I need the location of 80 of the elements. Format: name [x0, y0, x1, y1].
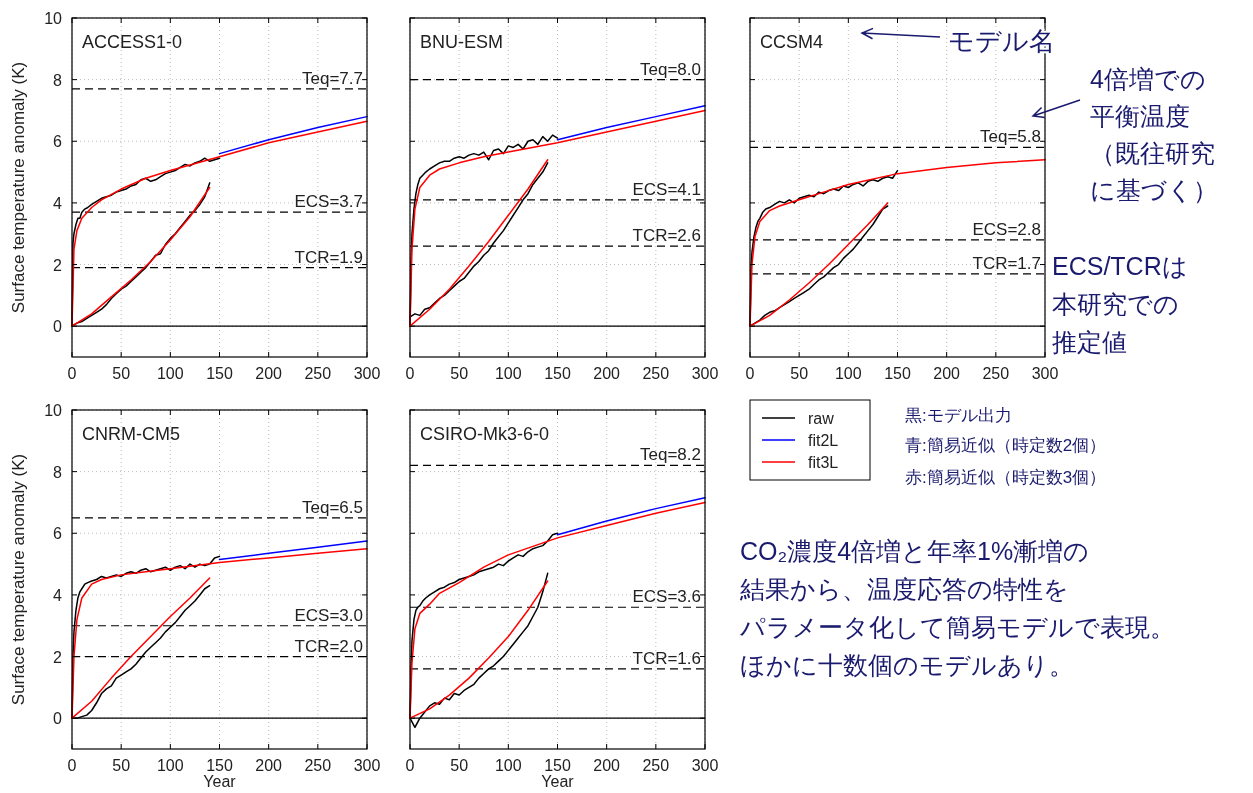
x-tick-label: 100	[494, 365, 522, 382]
y-tick-label: 4	[53, 586, 63, 604]
x-tick-label: 200	[255, 757, 283, 774]
ref-line-label: ECS=2.8	[972, 219, 1041, 239]
x-tick-label: 150	[544, 365, 571, 382]
x-tick-label: 0	[67, 757, 77, 774]
y-tick-label: 6	[53, 525, 63, 543]
ref-line-label: Teq=5.8	[980, 127, 1041, 147]
text: ECS/TCRは本研究での推定値	[1052, 252, 1188, 356]
x-tick-label: 300	[353, 365, 381, 382]
x-tick-label: 0	[67, 365, 77, 382]
x-tick-label: 200	[593, 365, 621, 382]
ref-line-label: Teq=7.7	[302, 68, 363, 88]
text: CO₂濃度4倍増と年率1%漸増の結果から、温度応答の特性をパラメータ化して簡易モデルで表現。ほかに十数個のモデルあり。	[739, 537, 1175, 679]
x-tick-label: 300	[1031, 365, 1059, 382]
x-tick-label: 50	[450, 757, 469, 774]
x-tick-label: 250	[304, 757, 332, 774]
x-tick-label: 300	[353, 757, 381, 774]
legend-label: fit2L	[808, 432, 839, 449]
text: CSIRO-Mk3-6-0	[420, 424, 550, 444]
x-tick-label: 250	[982, 365, 1010, 382]
ref-line-label: TCR=2.0	[294, 636, 363, 656]
text: BNU-ESM	[420, 32, 504, 52]
x-tick-label: 100	[156, 365, 184, 382]
x-tick-label: 300	[691, 757, 719, 774]
x-axis-title: Year	[203, 773, 237, 790]
ref-line-label: ECS=4.1	[632, 179, 701, 199]
ref-line-label: ECS=3.6	[632, 587, 701, 607]
ref-line-label: TCR=2.6	[632, 226, 701, 246]
y-tick-label: 0	[53, 318, 63, 336]
y-axis-title: Surface temperature anomaly (K)	[9, 453, 28, 706]
ref-line-label: ECS=3.0	[294, 605, 363, 625]
x-tick-label: 250	[642, 757, 670, 774]
x-tick-label: 250	[304, 365, 332, 382]
x-tick-label: 50	[112, 757, 131, 774]
text: 赤:簡易近似（時定数3個）	[905, 468, 1107, 487]
ref-line-label: Teq=8.2	[640, 445, 701, 465]
x-tick-label: 50	[450, 365, 469, 382]
x-tick-label: 0	[405, 365, 415, 382]
text: ACCESS1-0	[82, 32, 183, 52]
ref-line-label: TCR=1.6	[632, 648, 701, 668]
y-tick-label: 8	[53, 71, 63, 89]
x-tick-label: 0	[405, 757, 415, 774]
x-tick-label: 200	[255, 365, 283, 382]
legend-label: raw	[808, 410, 835, 427]
legend-label: fit3L	[808, 454, 839, 471]
x-tick-label: 150	[206, 365, 233, 382]
y-tick-label: 2	[53, 648, 63, 666]
ref-line-label: Teq=6.5	[302, 497, 363, 517]
ref-line-label: TCR=1.9	[294, 247, 363, 267]
text: CCSM4	[760, 32, 824, 52]
text: CNRM-CM5	[82, 424, 180, 444]
x-tick-label: 150	[884, 365, 911, 382]
y-tick-label: 2	[53, 256, 63, 274]
text: 青:簡易近似（時定数2個）	[905, 436, 1107, 455]
y-tick-label: 0	[53, 710, 63, 728]
x-tick-label: 50	[790, 365, 809, 382]
x-tick-label: 200	[933, 365, 961, 382]
y-tick-label: 6	[53, 133, 63, 151]
x-tick-label: 100	[494, 757, 522, 774]
x-tick-label: 100	[156, 757, 184, 774]
x-tick-label: 100	[834, 365, 862, 382]
x-tick-label: 250	[642, 365, 670, 382]
ref-line-label: Teq=8.0	[640, 59, 701, 79]
text: 黒:モデル出力	[905, 406, 1012, 425]
x-tick-label: 150	[206, 757, 233, 774]
x-tick-label: 200	[593, 757, 621, 774]
x-tick-label: 300	[691, 365, 719, 382]
text: 4倍増での平衡温度（既往研究に基づく）	[1090, 65, 1218, 204]
x-axis-title: Year	[541, 773, 575, 790]
ref-line-label: ECS=3.7	[294, 192, 363, 212]
x-tick-label: 150	[544, 757, 571, 774]
y-axis-title: Surface temperature anomaly (K)	[9, 61, 28, 314]
y-tick-label: 10	[44, 402, 63, 419]
y-tick-label: 4	[53, 194, 63, 212]
x-tick-label: 50	[112, 365, 131, 382]
y-tick-label: 8	[53, 463, 63, 481]
y-tick-label: 10	[44, 10, 63, 27]
x-tick-label: 0	[745, 365, 755, 382]
ref-line-label: TCR=1.7	[972, 253, 1041, 273]
